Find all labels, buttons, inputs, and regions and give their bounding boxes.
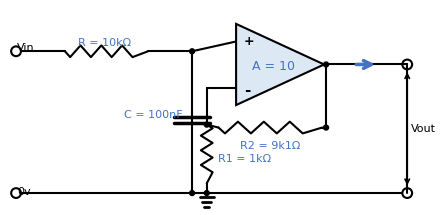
Text: Vout: Vout <box>411 124 436 134</box>
Text: -: - <box>244 83 250 98</box>
Text: +: + <box>244 35 254 48</box>
Circle shape <box>204 191 209 195</box>
Polygon shape <box>236 24 324 105</box>
Circle shape <box>324 62 329 67</box>
Text: Vin: Vin <box>17 43 35 54</box>
Circle shape <box>190 49 194 54</box>
Text: R1 = 1kΩ: R1 = 1kΩ <box>218 154 272 164</box>
Circle shape <box>324 125 329 130</box>
Text: R = 10kΩ: R = 10kΩ <box>78 38 131 48</box>
Circle shape <box>204 122 209 127</box>
Text: 0v: 0v <box>17 187 31 197</box>
Text: R2 = 9k1Ω: R2 = 9k1Ω <box>240 141 300 151</box>
Text: C = 100nF: C = 100nF <box>123 110 182 120</box>
Text: A = 10: A = 10 <box>252 60 295 73</box>
Circle shape <box>190 191 194 195</box>
